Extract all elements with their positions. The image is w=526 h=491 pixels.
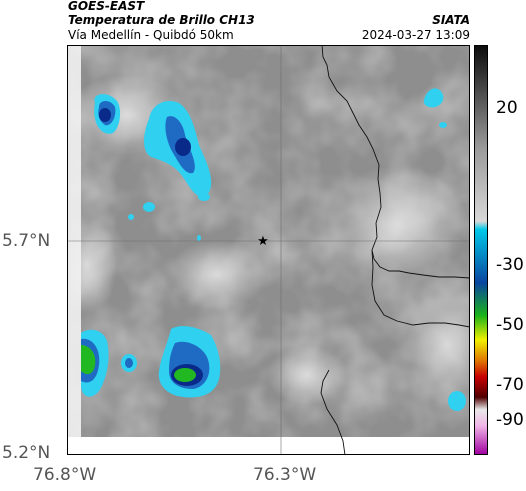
colorbar-tick-label: -90	[496, 410, 524, 430]
colorbar-tick-label: -70	[496, 375, 524, 395]
graticule	[67, 45, 470, 455]
political-boundaries	[320, 45, 470, 455]
lat-tick-label: 5.2°N	[2, 443, 51, 463]
region-subtitle: Vía Medellín - Quibdó 50km	[68, 28, 234, 42]
satellite-map: ★	[67, 45, 470, 455]
lat-tick-label: 5.7°N	[2, 231, 51, 251]
light-cloud-patches	[67, 75, 470, 405]
cloud-cell-northeast	[423, 88, 444, 108]
lon-tick-label: 76.3°W	[253, 465, 317, 485]
satellite-title: GOES-EAST	[68, 0, 145, 13]
org-label: SIATA	[432, 13, 470, 27]
map-frame	[67, 45, 470, 455]
bottom-edge-white-band	[67, 437, 470, 455]
colorbar	[474, 45, 488, 455]
datetime-label: 2024-03-27 13:09	[361, 28, 470, 42]
product-title: Temperatura de Brillo CH13	[68, 13, 255, 27]
colorbar-tick-label: -30	[496, 255, 524, 275]
cold-cloud-tops	[81, 88, 466, 411]
location-marker-icon: ★	[257, 234, 269, 249]
colorbar-gradient	[474, 45, 488, 455]
colorbar-tick-label: -50	[496, 315, 524, 335]
lon-tick-label: 76.8°W	[33, 465, 97, 485]
colorbar-tick-label: 20	[496, 98, 518, 118]
